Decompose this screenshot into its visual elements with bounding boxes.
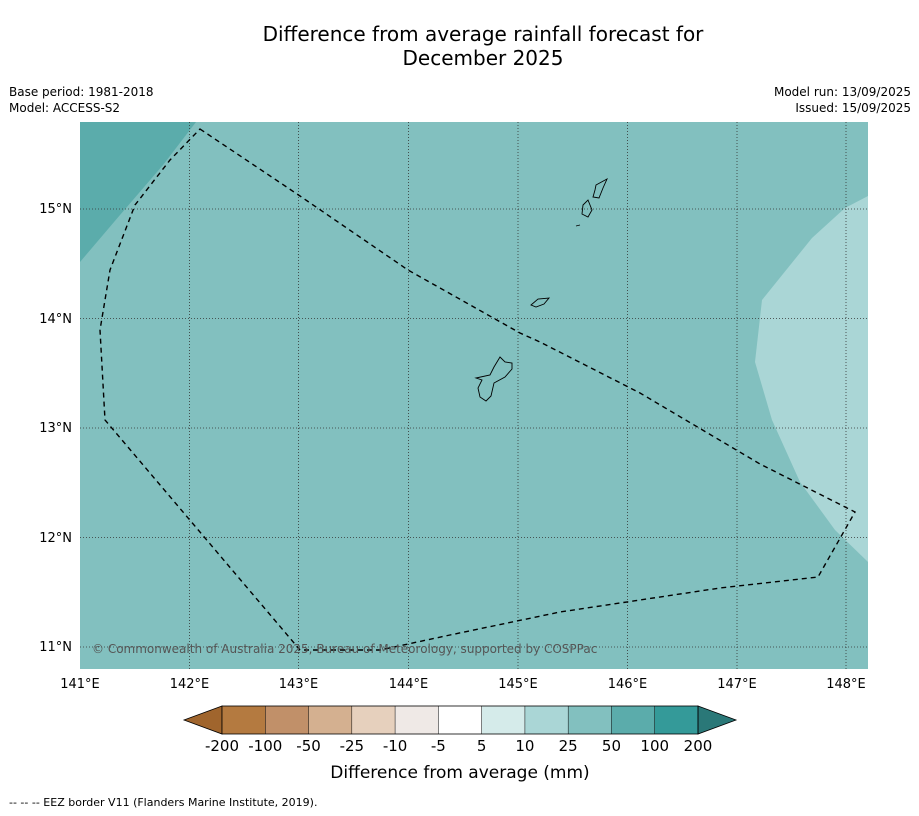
- colorbar-tick-label: -5: [431, 737, 446, 755]
- colorbar-swatch: [568, 706, 612, 734]
- island-guam: [474, 356, 513, 402]
- island-aguijan: [575, 224, 581, 227]
- lat-label-14: 14°N: [39, 312, 72, 327]
- model-run: Model run: 13/09/2025: [773, 85, 911, 99]
- lon-label-148: 148°E: [826, 677, 866, 692]
- base-period: Base period: 1981-2018: [9, 85, 154, 99]
- colorbar-tick-label: -25: [340, 737, 365, 755]
- colorbar-swatch: [654, 706, 698, 734]
- colorbar-tick-labels: -200 -100 -50 -25 -10 -5 5 10 25 50 100 200: [205, 737, 712, 755]
- lon-label-144: 144°E: [389, 677, 429, 692]
- latitude-labels: 15°N 14°N 13°N 12°N 11°N: [39, 202, 72, 655]
- island-tinian: [581, 199, 593, 218]
- copyright-text: © Commonwealth of Australia 2025, Bureau…: [92, 642, 597, 656]
- graticule: [80, 122, 868, 669]
- lon-label-142: 142°E: [170, 677, 210, 692]
- lon-label-146: 146°E: [608, 677, 648, 692]
- lat-label-13: 13°N: [39, 421, 72, 436]
- islands: [474, 177, 608, 402]
- colorbar-swatch: [438, 706, 482, 734]
- rainfall-low-region: [755, 196, 868, 562]
- colorbar-tick-label: 25: [559, 737, 578, 755]
- lon-label-147: 147°E: [717, 677, 757, 692]
- meta-right: Model run: 13/09/2025 Issued: 15/09/2025: [774, 84, 911, 116]
- colorbar-tick-label: 50: [602, 737, 621, 755]
- rainfall-high-region: [80, 122, 196, 262]
- lat-label-15: 15°N: [39, 202, 72, 217]
- island-saipan: [592, 177, 608, 199]
- colorbar-extend-high: [697, 705, 738, 735]
- colorbar-swatch: [351, 706, 396, 734]
- colorbar-swatch: [265, 706, 309, 734]
- meta-left: Base period: 1981-2018 Model: ACCESS-S2: [9, 84, 154, 116]
- colorbar-swatch: [395, 706, 439, 734]
- colorbar-swatches: [182, 705, 738, 735]
- colorbar-tick-label: -100: [248, 737, 282, 755]
- eez-footnote: -- -- -- EEZ border V11 (Flanders Marine…: [9, 796, 318, 809]
- colorbar-tick-label: 100: [640, 737, 669, 755]
- lat-label-12: 12°N: [39, 531, 72, 546]
- colorbar: -200 -100 -50 -25 -10 -5 5 10 25 50 100 200 Differe…: [182, 705, 738, 783]
- model-name: Model: ACCESS-S2: [9, 101, 121, 115]
- colorbar-swatch: [222, 706, 266, 734]
- colorbar-tick-label: 10: [515, 737, 534, 755]
- map-title: Difference from average rainfall forecas…: [0, 22, 919, 70]
- colorbar-swatch: [308, 706, 352, 734]
- title-line-1: Difference from average rainfall forecas…: [262, 22, 704, 46]
- longitude-labels: 141°E 142°E 143°E 144°E 145°E 146°E 147°…: [60, 677, 866, 692]
- lon-label-145: 145°E: [498, 677, 538, 692]
- colorbar-tick-label: -50: [296, 737, 321, 755]
- lon-label-143: 143°E: [279, 677, 319, 692]
- map-area: © Commonwealth of Australia 2025, Bureau…: [80, 122, 868, 669]
- title-line-2: December 2025: [402, 46, 564, 70]
- colorbar-extend-low: [182, 705, 223, 735]
- eez-border: [99, 128, 856, 651]
- colorbar-tick-label: 5: [477, 737, 487, 755]
- colorbar-swatch: [481, 706, 525, 734]
- colorbar-label: Difference from average (mm): [330, 763, 589, 783]
- island-rota: [530, 297, 551, 308]
- colorbar-swatch: [611, 706, 655, 734]
- lon-label-141: 141°E: [60, 677, 100, 692]
- colorbar-swatch: [524, 706, 569, 734]
- colorbar-outline: [221, 705, 699, 735]
- colorbar-tick-label: -200: [205, 737, 239, 755]
- lat-label-11: 11°N: [39, 640, 72, 655]
- rainfall-base-region: [80, 122, 868, 669]
- colorbar-tick-label: -10: [383, 737, 408, 755]
- colorbar-tick-label: 200: [684, 737, 713, 755]
- issued-date: Issued: 15/09/2025: [795, 101, 911, 115]
